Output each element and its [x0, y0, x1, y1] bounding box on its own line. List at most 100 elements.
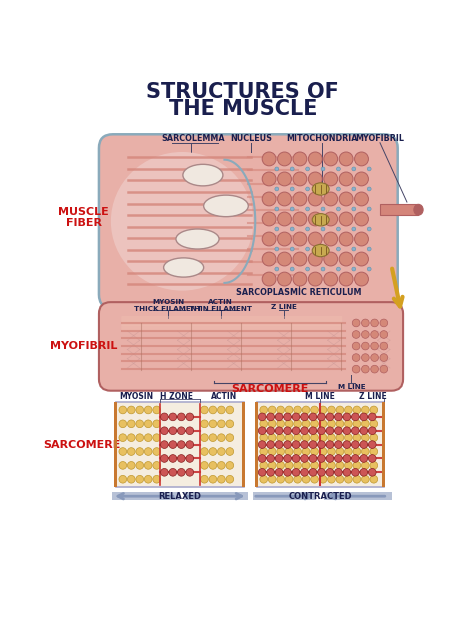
Circle shape	[268, 461, 276, 469]
Text: SARCOPLASMIC RETICULUM: SARCOPLASMIC RETICULUM	[237, 288, 362, 297]
Circle shape	[285, 420, 293, 428]
Circle shape	[310, 406, 319, 414]
Circle shape	[367, 267, 371, 271]
Circle shape	[324, 212, 337, 226]
Circle shape	[169, 454, 177, 462]
Circle shape	[328, 448, 335, 456]
Circle shape	[278, 272, 292, 286]
FancyBboxPatch shape	[121, 325, 342, 331]
Circle shape	[324, 252, 337, 266]
Text: SARCOMERE: SARCOMERE	[232, 384, 309, 394]
Circle shape	[218, 476, 225, 483]
Circle shape	[362, 365, 369, 373]
Text: MYOFIBRIL: MYOFIBRIL	[356, 134, 404, 142]
Ellipse shape	[111, 152, 253, 291]
Circle shape	[355, 212, 368, 226]
Circle shape	[294, 420, 301, 428]
Circle shape	[368, 441, 376, 449]
Circle shape	[355, 272, 368, 286]
Circle shape	[209, 406, 217, 414]
Circle shape	[345, 448, 352, 456]
Circle shape	[362, 434, 369, 441]
Circle shape	[318, 469, 325, 476]
FancyBboxPatch shape	[121, 321, 342, 326]
Circle shape	[326, 454, 334, 462]
Circle shape	[294, 476, 301, 483]
Circle shape	[345, 420, 352, 428]
Circle shape	[355, 152, 368, 166]
Circle shape	[352, 441, 359, 449]
Circle shape	[277, 476, 284, 483]
Circle shape	[153, 476, 161, 483]
Circle shape	[368, 454, 376, 462]
Circle shape	[290, 167, 294, 171]
Circle shape	[136, 406, 144, 414]
Bar	[183, 492, 247, 500]
Circle shape	[293, 152, 307, 166]
Circle shape	[306, 247, 310, 251]
Circle shape	[267, 413, 274, 421]
Circle shape	[268, 448, 276, 456]
Circle shape	[353, 406, 361, 414]
Circle shape	[260, 448, 267, 456]
Circle shape	[309, 212, 322, 226]
Circle shape	[352, 427, 359, 434]
Circle shape	[306, 227, 310, 231]
Circle shape	[306, 207, 310, 211]
Circle shape	[145, 461, 152, 469]
Text: MYOSIN: MYOSIN	[119, 392, 153, 401]
Circle shape	[309, 427, 317, 434]
Circle shape	[371, 319, 378, 327]
Circle shape	[267, 454, 274, 462]
Circle shape	[367, 207, 371, 211]
Circle shape	[278, 252, 292, 266]
Circle shape	[262, 272, 276, 286]
Circle shape	[368, 427, 376, 434]
Circle shape	[339, 272, 353, 286]
Circle shape	[218, 448, 225, 456]
Circle shape	[367, 167, 371, 171]
Circle shape	[290, 207, 294, 211]
Circle shape	[367, 247, 371, 251]
Circle shape	[370, 434, 378, 441]
Circle shape	[153, 406, 161, 414]
Circle shape	[218, 406, 225, 414]
Circle shape	[262, 232, 276, 246]
Circle shape	[302, 434, 310, 441]
Circle shape	[324, 272, 337, 286]
Circle shape	[324, 152, 337, 166]
Circle shape	[292, 413, 300, 421]
Circle shape	[119, 476, 127, 483]
Circle shape	[284, 441, 292, 449]
Circle shape	[209, 420, 217, 428]
Circle shape	[218, 420, 225, 428]
Circle shape	[153, 461, 161, 469]
Circle shape	[370, 476, 378, 483]
Circle shape	[319, 461, 327, 469]
Circle shape	[309, 272, 322, 286]
Circle shape	[339, 252, 353, 266]
Circle shape	[136, 420, 144, 428]
Circle shape	[367, 227, 371, 231]
Circle shape	[318, 413, 325, 421]
Circle shape	[201, 448, 208, 456]
Circle shape	[353, 461, 361, 469]
Circle shape	[318, 441, 325, 449]
Circle shape	[302, 461, 310, 469]
Circle shape	[371, 365, 378, 373]
Circle shape	[186, 413, 194, 421]
Circle shape	[153, 434, 161, 441]
Circle shape	[226, 434, 234, 441]
Circle shape	[119, 434, 127, 441]
Circle shape	[268, 420, 276, 428]
Circle shape	[362, 342, 369, 350]
Circle shape	[380, 331, 388, 338]
Circle shape	[292, 469, 300, 476]
Circle shape	[362, 319, 369, 327]
Circle shape	[371, 342, 378, 350]
Circle shape	[339, 192, 353, 206]
Circle shape	[290, 267, 294, 271]
Circle shape	[362, 461, 369, 469]
Circle shape	[306, 187, 310, 191]
Circle shape	[201, 461, 208, 469]
